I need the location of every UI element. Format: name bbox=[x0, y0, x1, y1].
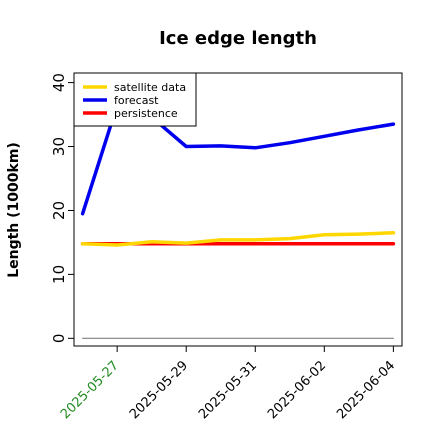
chart-title: Ice edge length bbox=[159, 28, 317, 49]
x-tick-label: 2025-06-02 bbox=[265, 358, 329, 422]
legend-label: persistence bbox=[114, 107, 178, 120]
y-tick-label: 0 bbox=[50, 334, 68, 344]
y-tick-label: 20 bbox=[50, 201, 68, 220]
x-tick-label: 2025-06-04 bbox=[334, 358, 398, 422]
x-tick-label: 2025-05-27 bbox=[58, 358, 122, 422]
y-tick-label: 30 bbox=[50, 137, 68, 156]
y-tick-label: 10 bbox=[50, 265, 68, 284]
legend-label: satellite data bbox=[114, 81, 186, 94]
series-line-satellite-data bbox=[80, 231, 396, 247]
y-axis-label: Length (1000km) bbox=[6, 142, 22, 278]
y-tick-label: 40 bbox=[50, 73, 68, 92]
plot-area bbox=[80, 103, 396, 339]
x-tick-label: 2025-05-29 bbox=[127, 358, 191, 422]
x-tick-label: 2025-05-31 bbox=[196, 358, 260, 422]
legend-label: forecast bbox=[114, 94, 159, 107]
plot-frame bbox=[73, 72, 403, 347]
